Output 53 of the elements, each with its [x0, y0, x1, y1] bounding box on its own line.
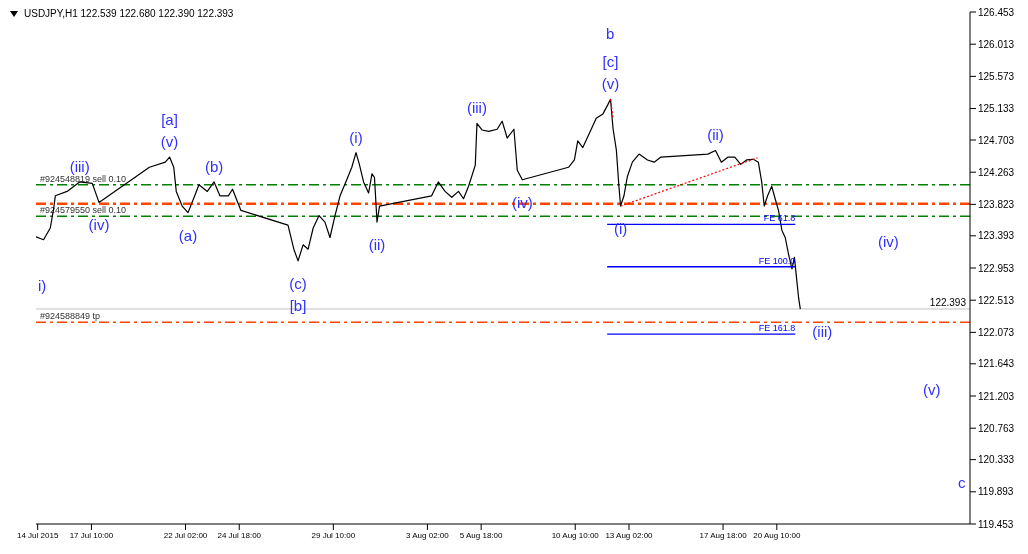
annotation: (v)	[923, 380, 941, 400]
x-tick-label: 20 Aug 10:00	[753, 530, 801, 540]
chart-title: USDJPY,H1 122.539 122.680 122.390 122.393	[24, 8, 234, 19]
annotation: (iv)	[878, 232, 899, 252]
annotation: [b]	[289, 296, 307, 314]
annotation: (iii)	[466, 99, 487, 117]
x-tick-label: 14 Jul 2015	[16, 530, 59, 540]
annotation: (v)	[601, 75, 620, 93]
annotation: (v)	[160, 133, 179, 151]
y-tick-label: 121.203	[978, 390, 1015, 402]
y-tick-label: 122.073	[978, 326, 1015, 338]
annotation: [c]	[602, 53, 619, 71]
y-tick-label: 124.703	[978, 134, 1015, 146]
annotation: i)	[38, 276, 47, 296]
x-tick-label: 24 Jul 18:00	[217, 530, 262, 540]
y-tick-label: 119.893	[978, 486, 1014, 498]
annotation: (iii)	[812, 323, 833, 341]
x-tick-label: 10 Aug 10:00	[551, 530, 600, 540]
annotation: (iv)	[88, 216, 110, 234]
annotation: (iii)	[69, 157, 90, 175]
y-tick-label: 124.263	[978, 166, 1015, 178]
y-tick-label: 123.393	[978, 230, 1015, 242]
annotation: (i)	[613, 220, 628, 238]
annotation: (ii)	[707, 126, 724, 144]
x-tick-label: 13 Aug 02:00	[605, 530, 654, 540]
annotation: (b)	[204, 157, 224, 175]
annotation: b	[606, 24, 615, 44]
x-tick-label: 29 Jul 10:00	[311, 530, 356, 540]
y-tick-label: 125.133	[978, 103, 1015, 115]
y-tick-label: 126.013	[978, 38, 1015, 50]
y-tick-label: 125.573	[978, 70, 1015, 82]
y-tick-label: 120.763	[978, 422, 1015, 434]
annotation: (ii)	[368, 236, 386, 254]
y-tick-label: 119.453	[978, 518, 1014, 530]
x-tick-label: 17 Jul 10:00	[69, 530, 114, 540]
y-tick-label: 123.823	[978, 198, 1015, 210]
annotation: (i)	[349, 128, 363, 146]
annotation: (a)	[178, 226, 198, 244]
x-tick-label: 3 Aug 02:00	[406, 530, 450, 540]
y-tick-label: 122.953	[978, 262, 1015, 274]
y-tick-label: 126.453	[978, 6, 1015, 18]
x-tick-label: 22 Jul 02:00	[163, 530, 208, 540]
y-tick-label: 121.643	[978, 358, 1015, 370]
annotation: [a]	[161, 111, 178, 129]
y-tick-label: 122.513	[978, 294, 1015, 306]
annotation: (c)	[289, 274, 307, 292]
ref-line-label: #924588849 tp	[40, 311, 101, 322]
ref-line-label: 122.393	[929, 296, 967, 308]
y-tick-label: 120.333	[978, 454, 1015, 466]
x-tick-label: 5 Aug 18:00	[459, 530, 504, 540]
x-tick-label: 17 Aug 18:00	[699, 530, 748, 540]
series-label: FE 161.8	[758, 323, 796, 334]
annotation: c	[958, 473, 966, 493]
